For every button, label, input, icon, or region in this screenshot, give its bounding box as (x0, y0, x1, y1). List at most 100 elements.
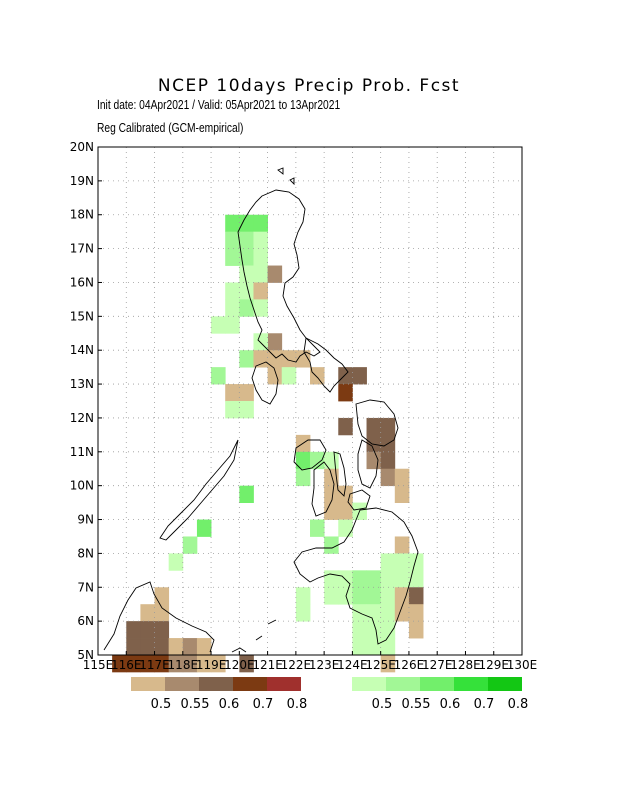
prob-cell (366, 451, 382, 470)
prob-cell (295, 451, 311, 470)
prob-cell (324, 485, 339, 503)
prob-cell (366, 621, 382, 639)
prob-cell (168, 655, 184, 673)
y-tick-label: 20N (70, 140, 94, 154)
legend-label: 0.55 (181, 697, 210, 712)
prob-cell (394, 485, 410, 503)
calibration-text: Reg Calibrated (GCM-empirical) (97, 121, 244, 135)
latitude-ticks: 5N 6N 7N 8N 9N 10N 11N 12N 13N 14N 15N 16N 17N 18N 19N… (70, 140, 102, 662)
legend-swatch (267, 677, 301, 691)
prob-cell (394, 468, 410, 487)
prob-cell (225, 231, 240, 249)
coastline-leyte (357, 439, 379, 489)
x-tick-label: 119E (196, 658, 227, 672)
legend-label: 0.7 (253, 697, 274, 712)
prob-cell (140, 621, 155, 639)
prob-cell (352, 638, 367, 656)
prob-cell (394, 587, 410, 605)
prob-cell (324, 587, 339, 605)
coastline-mindanao (293, 507, 419, 645)
prob-cell (380, 468, 396, 487)
prob-cell (338, 502, 353, 520)
x-tick-label: 124E (337, 658, 368, 672)
prob-cell (338, 587, 353, 605)
x-tick-label: 127E (422, 658, 453, 672)
prob-cell (338, 519, 353, 537)
prob-cell (366, 638, 382, 656)
x-tick-label: 129E (478, 658, 509, 672)
y-tick-label: 9N (77, 513, 94, 527)
coastline-luzon (237, 189, 321, 363)
y-tick-label: 15N (70, 309, 94, 323)
prob-cell (380, 451, 396, 470)
prob-cell (394, 536, 410, 554)
coastline-batanes (277, 167, 295, 186)
x-tick-label: 126E (394, 658, 425, 672)
prob-cell (154, 621, 170, 639)
prob-cell (154, 638, 170, 656)
prob-cell (253, 282, 268, 300)
y-tick-label: 18N (70, 208, 94, 222)
legend-label: 0.55 (402, 697, 431, 712)
prob-cell (295, 468, 311, 487)
x-tick-label: 130E (507, 658, 538, 672)
prob-cell (211, 655, 226, 673)
prob-cell (253, 299, 268, 317)
prob-cell (380, 417, 396, 436)
prob-cell (324, 570, 339, 588)
prob-cell (366, 587, 382, 605)
coastline-borneo (103, 581, 215, 653)
prob-cell (154, 655, 170, 673)
prob-cell (267, 265, 283, 283)
probability-cells (112, 214, 424, 673)
prob-cell (182, 638, 198, 656)
prob-cell (408, 570, 424, 588)
prob-cell (267, 367, 283, 385)
prob-cell (267, 333, 283, 351)
prob-cell (196, 519, 212, 537)
prob-cell (239, 655, 254, 673)
legend-swatch (386, 677, 420, 691)
prob-cell (324, 451, 339, 470)
prob-cell (380, 553, 396, 571)
coastline-palawan (159, 439, 239, 541)
prob-cell (310, 451, 325, 470)
legend-label: 0.5 (372, 697, 393, 712)
legend-swatch (199, 677, 233, 691)
prob-cell (211, 316, 226, 334)
y-tick-label: 19N (70, 174, 94, 188)
prob-cell (338, 384, 353, 402)
legend-label: 0.8 (287, 697, 308, 712)
legend-swatch (233, 677, 267, 691)
prob-cell (380, 604, 396, 622)
prob-cell (112, 655, 127, 673)
prob-cell (394, 570, 410, 588)
legend-swatch (165, 677, 199, 691)
prob-cell (225, 384, 240, 402)
prob-cell (366, 417, 382, 436)
prob-cell (168, 553, 184, 571)
x-tick-label: 116E (111, 658, 142, 672)
x-tick-label: 115E (83, 658, 114, 672)
prob-cell (366, 604, 382, 622)
y-tick-label: 8N (77, 546, 94, 560)
prob-cell (408, 604, 424, 622)
coastline-mindoro (251, 361, 279, 405)
coastline-samar (355, 399, 399, 447)
prob-cell (253, 265, 268, 283)
coastline-cebu (333, 451, 347, 497)
prob-cell (168, 638, 184, 656)
coastline-negros (311, 461, 335, 517)
map-title: NCEP 10days Precip Prob. Fcst (157, 76, 461, 96)
y-tick-label: 11N (70, 445, 94, 459)
coastlines (103, 167, 419, 653)
prob-cell (225, 316, 240, 334)
prob-cell (310, 519, 325, 537)
prob-cell (295, 604, 311, 622)
y-tick-label: 10N (70, 479, 94, 493)
legend-label: 0.8 (508, 697, 529, 712)
prob-cell (239, 299, 254, 317)
map-frame (97, 146, 523, 656)
grid-lines (98, 147, 522, 655)
prob-cell (253, 350, 268, 368)
